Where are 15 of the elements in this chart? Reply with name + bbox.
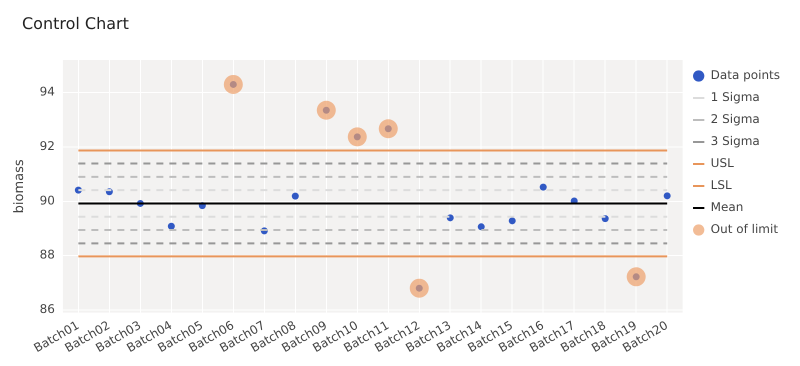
legend-label: Mean [710, 200, 744, 214]
y-tick-label: 94 [40, 84, 55, 99]
legend-label: Out of limit [710, 222, 778, 236]
legend-label: 3 Sigma [710, 134, 760, 148]
legend-label: USL [710, 156, 734, 170]
legend-label: 2 Sigma [710, 112, 760, 126]
y-tick-label: 88 [40, 248, 55, 262]
chart-title: Control Chart [22, 14, 129, 33]
legend-label: Data points [710, 68, 780, 82]
y-tick-label: 86 [40, 302, 55, 316]
y-tick-label: 92 [40, 139, 55, 154]
y-tick-label: 90 [40, 193, 55, 208]
y-axis-title: biomass [12, 159, 28, 214]
legend-label: 1 Sigma [710, 90, 760, 104]
legend-label: LSL [710, 178, 732, 192]
